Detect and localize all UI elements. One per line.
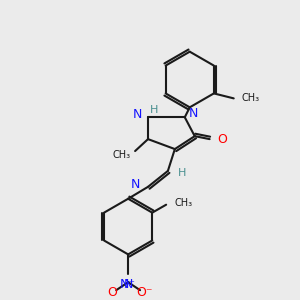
Text: N: N (124, 278, 133, 291)
Text: N: N (131, 178, 140, 191)
Text: N: N (133, 108, 142, 121)
Text: H: H (150, 105, 158, 115)
Text: CH₃: CH₃ (242, 93, 260, 103)
Text: O: O (107, 286, 117, 299)
Text: CH₃: CH₃ (113, 150, 131, 160)
Text: O: O (218, 133, 227, 146)
Text: H: H (178, 168, 186, 178)
Text: N: N (189, 107, 198, 120)
Text: N⁺: N⁺ (120, 278, 136, 291)
Text: CH₃: CH₃ (174, 198, 192, 208)
Text: O⁻: O⁻ (136, 286, 152, 299)
